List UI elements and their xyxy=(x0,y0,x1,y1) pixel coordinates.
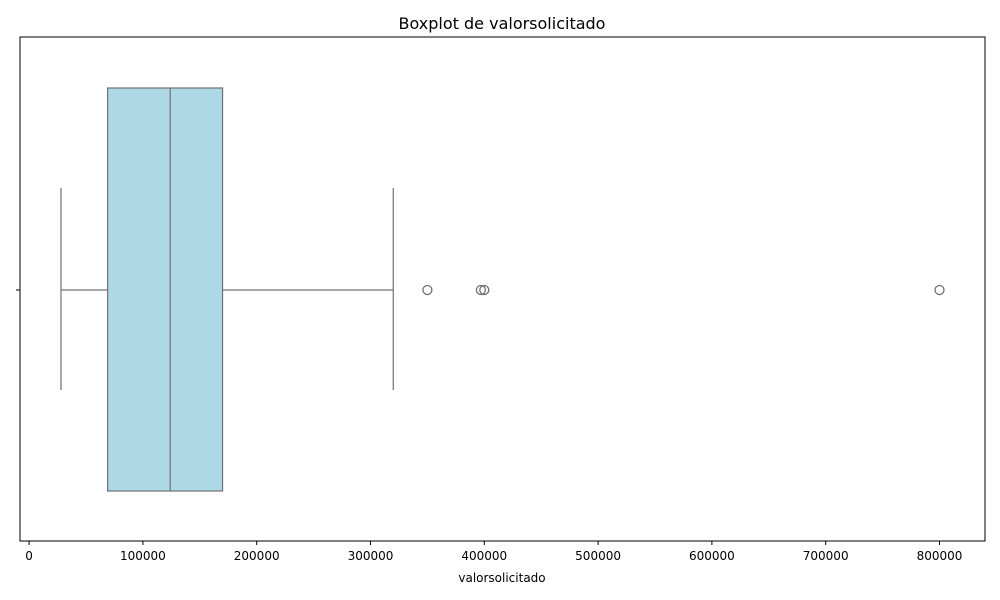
box-group xyxy=(60,87,394,492)
iqr-box xyxy=(107,87,224,492)
outlier-point xyxy=(479,284,490,296)
x-tick-label: 300000 xyxy=(348,549,394,563)
chart-title: Boxplot de valorsolicitado xyxy=(399,14,606,33)
x-tick-label: 600000 xyxy=(689,549,735,563)
outlier-point xyxy=(934,284,945,296)
outlier-point xyxy=(422,284,433,296)
x-tick-label: 500000 xyxy=(575,549,621,563)
x-tick-label: 800000 xyxy=(917,549,963,563)
x-tick-label: 700000 xyxy=(803,549,849,563)
plot-frame xyxy=(19,36,986,542)
outlier-group xyxy=(422,284,945,296)
x-tick-label: 0 xyxy=(25,549,33,563)
x-tick-label: 100000 xyxy=(120,549,166,563)
x-axis-label: valorsolicitado xyxy=(458,571,545,585)
x-tick-label: 400000 xyxy=(461,549,507,563)
x-axis: 0 100000 200000 300000 400000 500000 600000 700… xyxy=(25,541,962,563)
x-tick-label: 200000 xyxy=(234,549,280,563)
outlier-point xyxy=(475,284,487,296)
